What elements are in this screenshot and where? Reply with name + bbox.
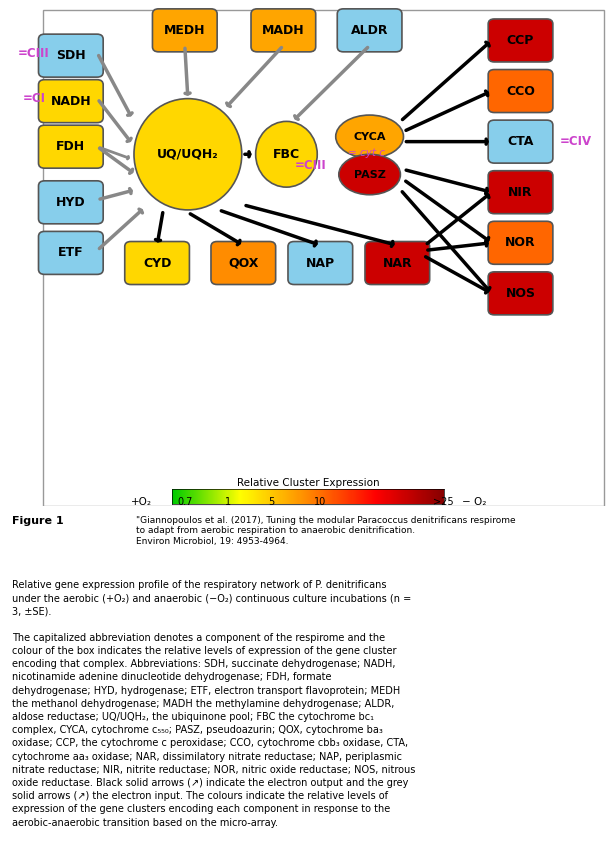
Text: ALDR: ALDR [351,24,388,37]
Text: 5: 5 [268,497,274,507]
FancyBboxPatch shape [251,8,316,52]
Text: Relative gene expression profile of the respiratory network of P. denitrificans
: Relative gene expression profile of the … [12,580,416,828]
FancyBboxPatch shape [43,10,604,506]
FancyBboxPatch shape [211,241,276,285]
FancyBboxPatch shape [488,170,553,213]
Ellipse shape [256,121,317,187]
Text: QOX: QOX [228,256,259,270]
Text: =CI: =CI [22,92,46,105]
Text: FBC: FBC [273,148,300,161]
Text: FDH: FDH [56,140,86,153]
FancyBboxPatch shape [39,125,103,168]
FancyBboxPatch shape [488,69,553,113]
Text: =CIV: =CIV [560,135,592,148]
FancyBboxPatch shape [488,120,553,163]
Text: CTA: CTA [508,135,533,148]
FancyBboxPatch shape [488,19,553,62]
Text: NAR: NAR [383,256,412,270]
Text: MEDH: MEDH [164,24,206,37]
Text: +O₂: +O₂ [131,497,152,507]
Text: UQ/UQH₂: UQ/UQH₂ [157,148,219,161]
Text: CYCA: CYCA [354,132,386,142]
Text: NOR: NOR [505,236,536,250]
Ellipse shape [339,154,400,195]
FancyBboxPatch shape [365,241,430,285]
Text: "Giannopoulos et al. (2017), Tuning the modular Paracoccus denitrificans respiro: "Giannopoulos et al. (2017), Tuning the … [136,516,515,545]
FancyBboxPatch shape [39,79,103,122]
Text: 1: 1 [225,497,231,507]
Text: =CIII: =CIII [295,159,327,173]
Text: MADH: MADH [262,24,305,37]
Ellipse shape [134,99,241,210]
FancyBboxPatch shape [153,8,217,52]
Ellipse shape [336,115,403,158]
Title: Relative Cluster Expression: Relative Cluster Expression [237,478,379,488]
FancyBboxPatch shape [124,241,190,285]
Text: >25: >25 [433,497,454,507]
FancyBboxPatch shape [338,8,402,52]
FancyBboxPatch shape [488,221,553,264]
Text: Figure 1: Figure 1 [12,516,64,526]
Text: NADH: NADH [51,94,91,108]
Text: CCP: CCP [507,34,534,47]
Text: =CIII: =CIII [18,46,50,60]
Text: = cyt c: = cyt c [348,148,385,158]
FancyBboxPatch shape [39,180,103,223]
Text: CCO: CCO [506,84,535,98]
Text: CYD: CYD [143,256,171,270]
Text: − O₂: − O₂ [462,497,487,507]
FancyBboxPatch shape [39,231,103,274]
Text: ETF: ETF [58,246,84,260]
Text: SDH: SDH [56,49,86,62]
Text: NIR: NIR [508,185,533,199]
Text: PASZ: PASZ [354,169,386,180]
Text: 10: 10 [314,497,326,507]
Text: NOS: NOS [506,287,535,300]
FancyBboxPatch shape [288,241,353,285]
FancyBboxPatch shape [488,271,553,314]
Text: HYD: HYD [56,196,86,209]
Text: 0.7: 0.7 [177,497,192,507]
FancyBboxPatch shape [39,34,103,77]
Text: NAP: NAP [306,256,335,270]
